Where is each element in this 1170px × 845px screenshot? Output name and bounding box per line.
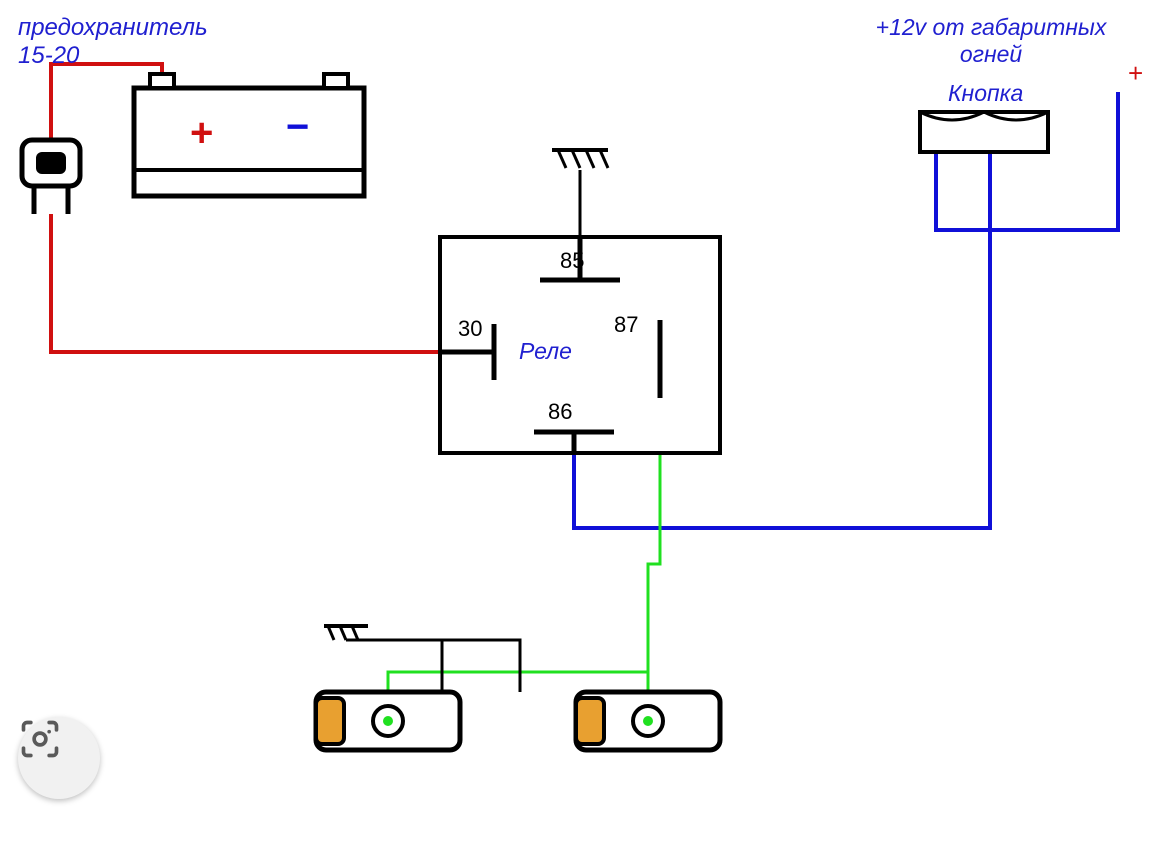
pin-30: 30 xyxy=(458,316,482,342)
ground-mid-icon xyxy=(324,626,368,640)
pin-87: 87 xyxy=(614,312,638,338)
lens-search-button[interactable] xyxy=(18,717,100,799)
source-label: +12v от габаритных огней xyxy=(856,14,1126,68)
camera-icon xyxy=(18,717,62,761)
fuse-holder xyxy=(22,140,80,214)
switch xyxy=(920,112,1048,152)
fuse-label: предохранитель 15-20 xyxy=(18,14,208,70)
battery-plus: + xyxy=(190,111,213,155)
relay-label: Реле xyxy=(519,338,572,365)
pin-85: 85 xyxy=(560,248,584,274)
battery: + − xyxy=(134,74,364,196)
wiring-diagram: + − xyxy=(0,0,1170,845)
lamp-left xyxy=(316,692,460,750)
plus-sign: + xyxy=(1128,58,1143,88)
ground-top-icon xyxy=(552,150,608,170)
battery-minus: − xyxy=(286,105,309,149)
pin-86: 86 xyxy=(548,399,572,425)
lamp-right xyxy=(576,692,720,750)
button-label: Кнопка xyxy=(948,80,1023,107)
